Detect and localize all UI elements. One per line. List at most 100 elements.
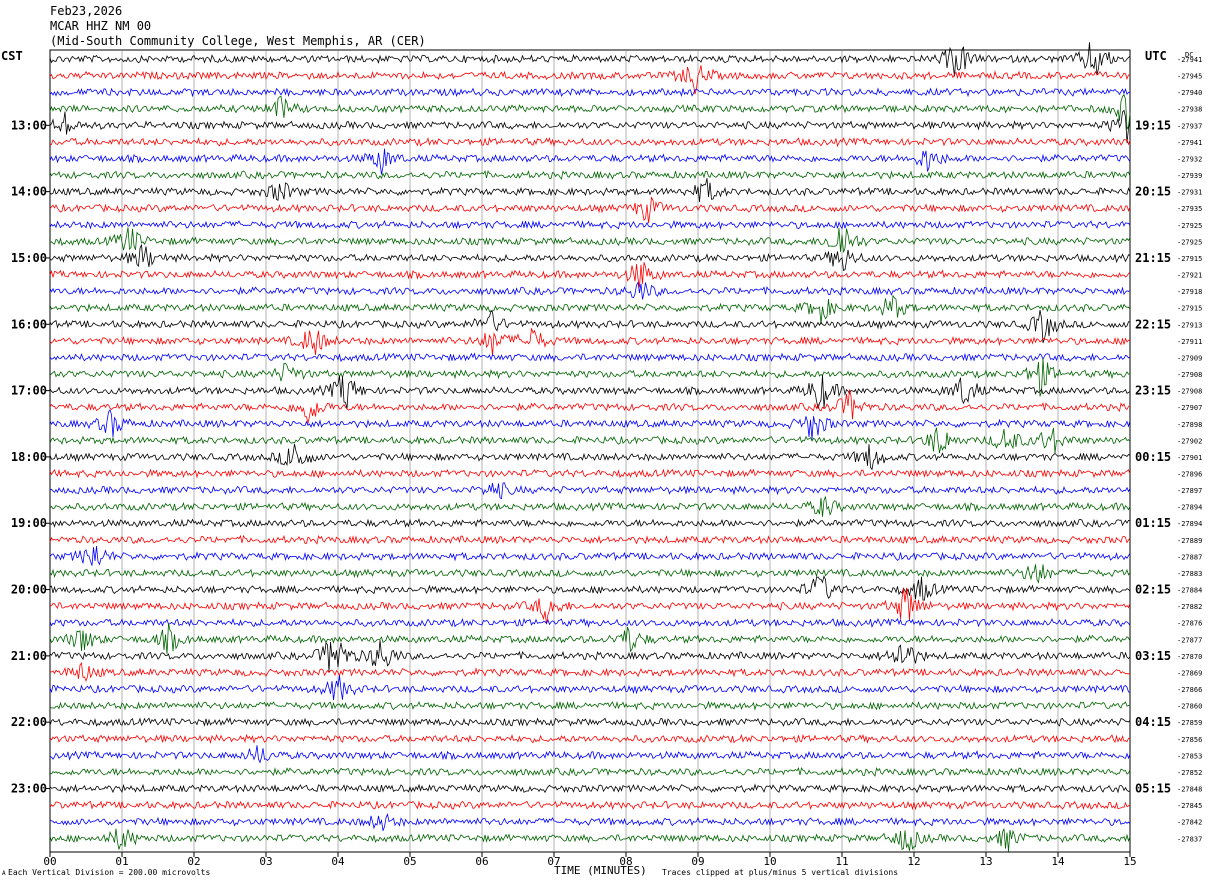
x-axis-label: TIME (MINUTES) [554,864,647,877]
trace-line [49,389,1131,424]
left-time-label: 13:00 [11,118,47,132]
trace-dc-label: -27896 [1177,471,1202,479]
trace-dc-label: -27902 [1177,437,1202,445]
trace-dc-label: -27860 [1177,703,1202,711]
trace-line [49,170,1131,180]
dc-label: DC [1185,51,1193,59]
left-axis-label: CST [1,49,23,63]
left-time-label: 22:00 [11,715,47,729]
trace-dc-label: -27894 [1177,504,1202,512]
trace-dc-label: -27876 [1177,620,1202,628]
header-date: Feb23,2026 [50,4,123,18]
trace-line [49,281,1131,300]
trace-line [49,427,1131,454]
trace-dc-label: -27866 [1177,686,1202,694]
trace-dc-label: -27909 [1177,354,1202,362]
trace-dc-label: -27842 [1177,819,1202,827]
x-tick-label: 15 [1123,855,1136,868]
trace-line [49,443,1131,471]
trace-dc-label: -27853 [1177,752,1202,760]
trace-line [49,178,1131,203]
left-time-label: 16:00 [11,317,47,331]
trace-line [49,65,1131,95]
trace-dc-label: -27932 [1177,155,1202,163]
trace-line [49,244,1131,271]
trace-dc-label: -27908 [1177,371,1202,379]
trace-line [49,700,1131,711]
x-tick-label: 00 [43,855,56,868]
trace-dc-label: -27884 [1177,587,1202,595]
trace-line [49,546,1131,566]
trace-dc-label: -27918 [1177,288,1202,296]
trace-dc-label: -27941 [1177,139,1202,147]
x-tick-label: 05 [403,855,416,868]
trace-line [49,310,1131,344]
trace-line [49,482,1131,500]
trace-dc-label: -27848 [1177,786,1202,794]
x-tick-label: 04 [331,855,345,868]
right-time-label: 20:15 [1135,185,1171,199]
right-time-label: 22:15 [1135,317,1171,331]
right-time-label: 02:15 [1135,583,1171,597]
trace-line [49,733,1131,745]
trace-dc-label: -27837 [1177,835,1202,843]
trace-line [49,574,1131,601]
trace-dc-label: -27882 [1177,603,1202,611]
trace-dc-label: -27940 [1177,89,1202,97]
left-time-label: 23:00 [11,782,47,796]
trace-line [49,87,1131,98]
trace-line [49,661,1131,683]
trace-line [49,623,1131,655]
trace-line [49,93,1131,131]
right-time-label: 01:15 [1135,516,1171,530]
trace-dc-label: -27941 [1177,56,1202,64]
x-tick-label: 03 [259,855,272,868]
trace-line [49,745,1131,764]
trace-dc-label: -27931 [1177,189,1202,197]
right-axis-label: UTC [1145,49,1167,63]
plot-frame [49,49,1131,853]
x-tick-label: 02 [187,855,200,868]
trace-dc-label: -27877 [1177,636,1202,644]
trace-line [49,219,1131,230]
scale-note: Each Vertical Division = 200.00 microvol… [8,868,211,877]
trace-line [49,136,1131,148]
x-tick-label: 14 [1051,855,1065,868]
trace-line [49,262,1131,288]
trace-dc-label: -27937 [1177,122,1202,130]
trace-line [49,42,1131,77]
x-tick-label: 08 [619,855,632,868]
left-time-label: 15:00 [11,251,47,265]
trace-dc-label: -27938 [1177,106,1202,114]
trace-line [49,617,1131,628]
trace-line [49,783,1131,794]
trace-dc-label: -27897 [1177,487,1202,495]
trace-dc-label: -27935 [1177,205,1202,213]
trace-line [49,828,1131,852]
x-tick-label: 13 [979,855,992,868]
left-time-label: 20:00 [11,583,47,597]
trace-line [49,196,1131,224]
left-time-label: 17:00 [11,384,47,398]
trace-dc-label: -27894 [1177,520,1202,528]
trace-dc-label: -27907 [1177,404,1202,412]
trace-line [49,109,1131,143]
trace-line [49,675,1130,701]
left-time-label: 14:00 [11,185,47,199]
trace-line [49,534,1131,545]
trace-dc-label: -27887 [1177,553,1202,561]
header-location: (Mid-South Community College, West Memph… [50,34,426,48]
trace-line [49,717,1131,728]
trace-dc-label: -27859 [1177,719,1202,727]
left-time-label: 21:00 [11,649,47,663]
trace-line [49,227,1131,253]
trace-dc-label: -27870 [1177,653,1202,661]
trace-line [49,564,1131,584]
right-time-label: 03:15 [1135,649,1171,663]
left-time-label: 18:00 [11,450,47,464]
x-tick-label: 01 [115,855,128,868]
trace-line [49,800,1131,811]
trace-line [49,358,1131,397]
trace-line [49,468,1131,479]
